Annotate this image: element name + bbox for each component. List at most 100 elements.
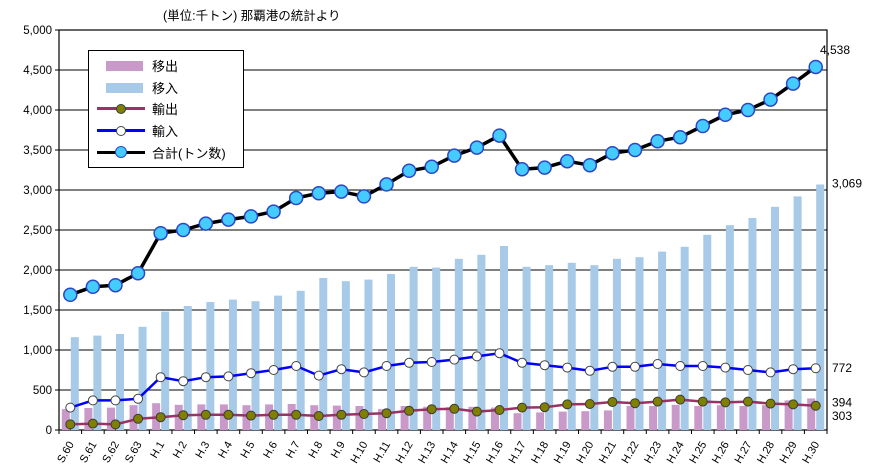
marker-export — [607, 397, 618, 407]
bar-moving-in — [680, 246, 689, 430]
marker-import — [720, 362, 731, 373]
x-axis-label: S.60 — [55, 440, 77, 466]
marker-export — [652, 396, 663, 407]
x-axis-label: S.62 — [100, 440, 122, 466]
legend-swatch-export — [97, 102, 149, 115]
bar-moving-out — [287, 404, 296, 430]
marker-import — [133, 393, 144, 404]
bar-moving-in — [296, 290, 305, 430]
marker-total — [356, 189, 372, 204]
marker-import — [246, 368, 256, 379]
marker-import — [742, 365, 753, 375]
data-label: 303 — [832, 409, 852, 423]
marker-export — [313, 411, 324, 421]
legend-item-import: 輸入 — [89, 120, 243, 141]
y-axis-label: 5,000 — [23, 25, 52, 37]
marker-total — [447, 148, 462, 163]
bar-moving-in — [590, 265, 599, 430]
legend-swatch-moving-out — [97, 59, 149, 72]
x-axis-label: H.3 — [193, 440, 212, 461]
bar-moving-out — [378, 409, 387, 430]
marker-total — [153, 225, 168, 241]
marker-total — [582, 157, 598, 173]
marker-export — [291, 409, 302, 420]
x-axis-label: H.7 — [284, 440, 303, 461]
legend-swatch-total — [97, 146, 149, 159]
marker-total — [85, 279, 101, 295]
bar-moving-in — [771, 206, 780, 430]
bar-moving-out — [61, 409, 70, 430]
y-axis-label: 2,000 — [23, 265, 52, 277]
x-axis-label: H.20 — [574, 440, 596, 466]
bar-moving-in — [93, 335, 102, 430]
marker-export — [268, 409, 279, 420]
marker-export — [110, 419, 121, 430]
bar-moving-in — [432, 267, 441, 430]
legend-label-total: 合計(トン数) — [152, 145, 226, 161]
marker-export — [246, 410, 256, 421]
x-axis-label: S.61 — [78, 440, 100, 466]
marker-total — [288, 190, 304, 206]
bar-moving-out — [649, 406, 658, 430]
legend-item-moving-out: 移出 — [89, 55, 243, 76]
marker-export — [65, 419, 76, 430]
x-axis-label: H.15 — [461, 440, 483, 466]
x-axis-label: H.19 — [552, 440, 574, 466]
bar-moving-in — [183, 306, 192, 430]
marker-import — [65, 402, 76, 413]
marker-export — [562, 399, 573, 410]
bar-moving-in — [274, 295, 283, 430]
bar-moving-in — [522, 266, 531, 430]
marker-import — [494, 348, 505, 359]
bar-moving-in — [70, 337, 79, 430]
marker-export — [697, 396, 708, 407]
legend-item-total: 合計(トン数) — [89, 142, 243, 163]
marker-export — [449, 403, 460, 414]
legend-swatch-import — [97, 124, 149, 137]
legend-item-export: 輸出 — [89, 98, 243, 119]
bar-moving-out — [558, 411, 567, 430]
y-axis-label: 1,500 — [23, 305, 52, 317]
marker-export — [381, 408, 392, 419]
marker-import — [313, 370, 324, 381]
legend-label-moving-out: 移出 — [152, 59, 179, 75]
y-axis-label: 1,000 — [23, 345, 52, 357]
marker-total — [130, 265, 146, 281]
marker-swatch — [115, 146, 127, 159]
marker-total — [672, 129, 688, 145]
marker-export — [788, 399, 799, 410]
line-total — [69, 65, 817, 297]
chart-title: (単位:千トン) 那覇港の統計より — [163, 9, 341, 23]
marker-export — [336, 409, 347, 420]
x-axis-label: H.9 — [329, 440, 348, 461]
x-axis-label: S.63 — [123, 440, 145, 466]
legend-swatch-moving-in — [97, 81, 149, 94]
marker-export — [494, 405, 505, 415]
marker-export — [517, 402, 528, 413]
marker-total — [63, 287, 78, 303]
marker-total — [266, 204, 281, 219]
marker-import — [268, 365, 279, 375]
marker-total — [605, 145, 620, 161]
bar-moving-out — [581, 411, 590, 430]
bar-moving-in — [748, 218, 757, 430]
legend-item-moving-in: 移入 — [89, 77, 243, 98]
y-axis-label: 4,500 — [23, 65, 52, 77]
marker-export — [539, 402, 550, 413]
y-axis-label: 0 — [46, 425, 52, 437]
marker-import — [358, 367, 369, 378]
bar-moving-in — [477, 254, 486, 430]
bar-moving-out — [513, 413, 522, 430]
bar-moving-out — [716, 405, 725, 430]
marker-export — [223, 409, 234, 420]
marker-import — [404, 357, 415, 368]
x-axis-label: H.6 — [261, 440, 280, 461]
bar-moving-in — [161, 311, 170, 430]
marker-import — [110, 395, 121, 406]
bar-moving-in — [364, 279, 373, 430]
marker-total — [198, 216, 214, 231]
x-axis-label: H.5 — [239, 440, 258, 461]
bar-moving-in — [206, 302, 215, 430]
marker-import — [584, 365, 595, 376]
